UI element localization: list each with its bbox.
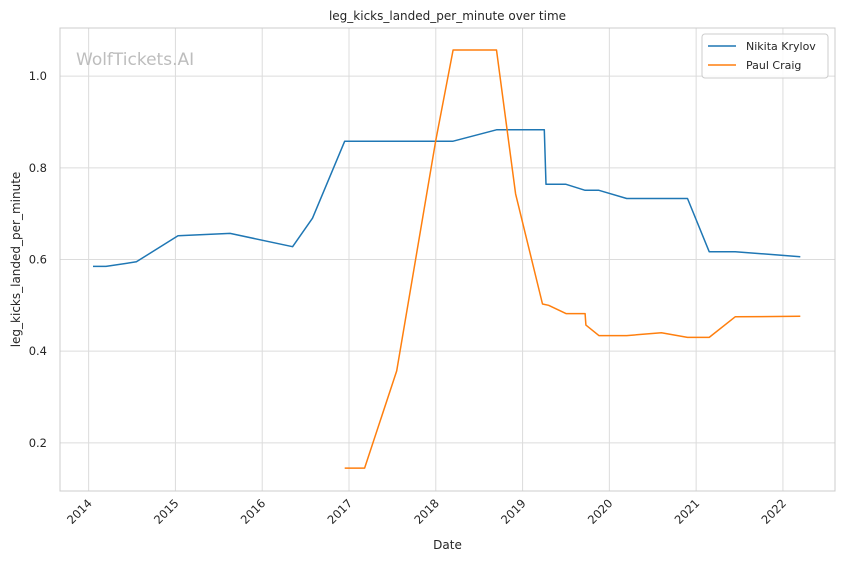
legend-label-1: Paul Craig: [746, 59, 801, 72]
y-tick-label: 0.2: [29, 436, 47, 450]
legend-label-0: Nikita Krylov: [746, 40, 816, 53]
series-line-0: [93, 129, 801, 268]
chart-title: leg_kicks_landed_per_minute over time: [329, 9, 566, 23]
y-tick-label: 0.8: [29, 161, 47, 175]
y-axis-ticks: 0.2 0.4 0.6 0.8 1.0: [29, 69, 47, 450]
legend-box: [701, 33, 829, 79]
legend: Nikita Krylov Paul Craig: [701, 33, 829, 79]
series-line-1: [344, 49, 801, 469]
series-lines: [93, 49, 801, 469]
watermark-text: WolfTickets.AI: [76, 50, 194, 70]
y-tick-label: 0.6: [29, 253, 47, 267]
y-axis-label: leg_kicks_landed_per_minute: [9, 172, 23, 348]
y-tick-label: 0.4: [29, 344, 47, 358]
x-axis-label: Date: [433, 538, 462, 552]
plot-area-frame: [59, 27, 836, 492]
y-tick-label: 1.0: [29, 69, 47, 83]
